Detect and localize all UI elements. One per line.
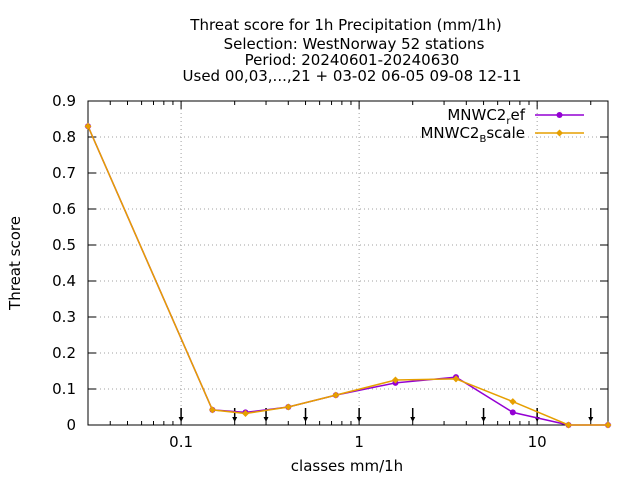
y-tick-label: 0.3: [52, 308, 76, 326]
title-line-1: Threat score for 1h Precipitation (mm/1h…: [189, 16, 501, 34]
y-tick-label: 0.2: [52, 344, 76, 362]
title-line-3: Period: 20240601-20240630: [245, 51, 460, 69]
data-point: [241, 409, 249, 417]
title-line-2: Selection: WestNorway 52 stations: [224, 35, 485, 53]
arrow-marker-head: [588, 417, 594, 422]
y-tick-label: 0.8: [52, 128, 76, 146]
legend-label-0: MNWC2ref: [447, 106, 525, 127]
data-point: [509, 398, 517, 406]
data-point: [284, 403, 292, 411]
class-arrow-markers: [178, 408, 594, 422]
arrow-marker-head: [263, 417, 269, 422]
x-tick-label: 0.1: [169, 433, 193, 451]
legend-label-1: MNWC2Bscale: [420, 124, 525, 145]
series-line-1: [87, 125, 608, 426]
chart-title: Threat score for 1h Precipitation (mm/1h…: [183, 16, 522, 85]
axis-ticks: 0 0.1 0.2 0.3 0.4 0.5 0.6 0.7 0.8 0.9 0.1 1 10: [52, 92, 608, 451]
y-tick-label: 0.5: [52, 236, 76, 254]
data-point: [509, 409, 516, 416]
grid-lines: [88, 101, 608, 425]
data-point: [391, 376, 399, 384]
y-tick-label: 0.9: [52, 92, 76, 110]
arrow-marker-head: [178, 417, 184, 422]
y-tick-label: 0.1: [52, 380, 76, 398]
y-tick-label: 0.6: [52, 200, 76, 218]
y-tick-label: 0: [66, 416, 76, 434]
arrow-marker-head: [481, 417, 487, 422]
y-tick-label: 0.7: [52, 164, 76, 182]
arrow-marker-head: [303, 417, 309, 422]
data-point: [332, 391, 340, 399]
data-point: [565, 421, 573, 429]
x-tick-label: 1: [354, 433, 364, 451]
data-point: [84, 122, 92, 130]
arrow-marker-head: [356, 417, 362, 422]
legend-swatch-marker-0: [556, 112, 563, 118]
data-series: [84, 122, 612, 429]
title-line-4: Used 00,03,...,21 + 03-02 06-05 09-08 12…: [183, 67, 522, 85]
y-tick-label: 0.4: [52, 272, 76, 290]
y-axis-label: Threat score: [6, 216, 24, 311]
plot-frame: [87, 100, 609, 426]
arrow-marker-head: [410, 417, 416, 422]
arrow-marker-head: [232, 417, 238, 422]
data-point: [604, 421, 612, 429]
legend-swatch-marker-1: [556, 129, 563, 137]
x-axis-label: classes mm/1h: [291, 457, 403, 475]
series-line-0: [87, 125, 608, 426]
x-tick-label: 10: [528, 433, 547, 451]
data-point: [208, 406, 216, 414]
data-point: [452, 375, 460, 383]
